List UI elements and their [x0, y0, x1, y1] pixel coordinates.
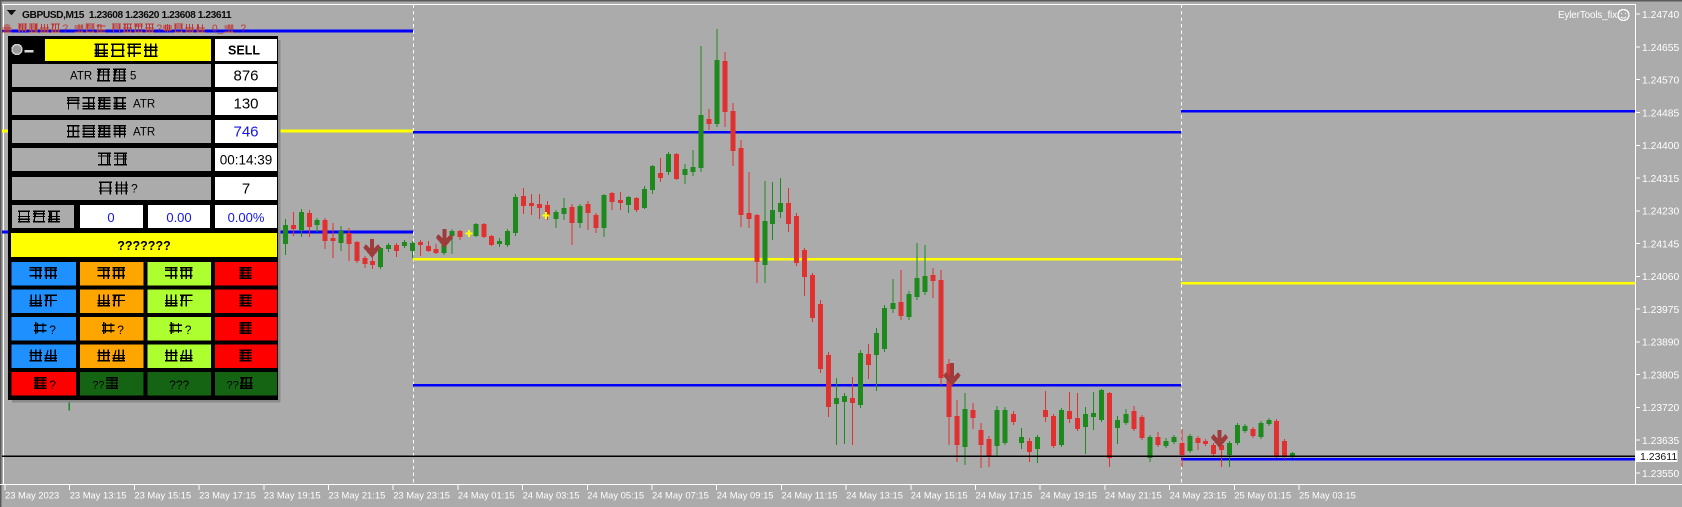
- svg-text:1.23890: 1.23890: [1642, 338, 1679, 349]
- svg-text:24 May 19:15: 24 May 19:15: [1040, 490, 1097, 501]
- svg-text:EylerTools_fix: EylerTools_fix: [1558, 10, 1617, 21]
- svg-text:5: 5: [130, 71, 136, 83]
- svg-text:23 May 15:15: 23 May 15:15: [134, 490, 191, 501]
- svg-text:???: ???: [169, 378, 189, 392]
- svg-text:24 May 01:15: 24 May 01:15: [458, 490, 515, 501]
- svg-text:1.23635: 1.23635: [1642, 436, 1679, 447]
- svg-text:24 May 07:15: 24 May 07:15: [652, 490, 709, 501]
- svg-text:???????: ???????: [117, 239, 170, 253]
- svg-text:ATR: ATR: [133, 127, 155, 139]
- svg-text:24 May 03:15: 24 May 03:15: [523, 490, 580, 501]
- svg-text:1.24740: 1.24740: [1642, 10, 1679, 21]
- svg-text:23 May 2023: 23 May 2023: [5, 490, 59, 501]
- svg-text:ATR: ATR: [133, 99, 155, 111]
- svg-text:746: 746: [233, 124, 258, 141]
- svg-text:23 May 17:15: 23 May 17:15: [199, 490, 256, 501]
- svg-text:25 May 03:15: 25 May 03:15: [1299, 490, 1356, 501]
- svg-text:1.24060: 1.24060: [1642, 272, 1679, 283]
- svg-text:?: ?: [185, 323, 192, 337]
- svg-text:ATR: ATR: [70, 71, 92, 83]
- svg-text:1.23975: 1.23975: [1642, 305, 1679, 316]
- svg-text:1.23611: 1.23611: [1640, 451, 1677, 463]
- svg-text:?: ?: [49, 323, 56, 337]
- svg-text:1.24570: 1.24570: [1642, 76, 1679, 87]
- svg-text:0.00%: 0.00%: [228, 210, 265, 225]
- svg-text:130: 130: [233, 96, 258, 113]
- svg-text:??: ??: [92, 380, 104, 392]
- svg-text:0: 0: [107, 210, 114, 225]
- svg-text:24 May 17:15: 24 May 17:15: [976, 490, 1033, 501]
- svg-text:?: ?: [63, 24, 69, 35]
- svg-text:00:14:39: 00:14:39: [220, 153, 273, 168]
- svg-text:1.23550: 1.23550: [1642, 469, 1679, 480]
- svg-text:?: ?: [131, 182, 138, 196]
- svg-text:24 May 11:15: 24 May 11:15: [781, 490, 837, 501]
- svg-text:1.24145: 1.24145: [1642, 239, 1679, 250]
- svg-text:1.23720: 1.23720: [1642, 403, 1679, 414]
- svg-text:23 May 23:15: 23 May 23:15: [393, 490, 450, 501]
- svg-text:1.24315: 1.24315: [1642, 174, 1679, 185]
- svg-text:1.24230: 1.24230: [1642, 207, 1679, 218]
- svg-text:24 May 23:15: 24 May 23:15: [1170, 490, 1227, 501]
- svg-text:1.24655: 1.24655: [1642, 43, 1679, 54]
- svg-text:1.24485: 1.24485: [1642, 108, 1679, 119]
- svg-text:?: ?: [157, 24, 163, 35]
- svg-text:23 May 13:15: 23 May 13:15: [70, 490, 127, 501]
- svg-text:1.23805: 1.23805: [1642, 371, 1679, 382]
- svg-text:24 May 05:15: 24 May 05:15: [587, 490, 644, 501]
- svg-text:876: 876: [233, 68, 258, 85]
- svg-text:23 May 21:15: 23 May 21:15: [329, 490, 386, 501]
- svg-text:1.24400: 1.24400: [1642, 141, 1679, 152]
- svg-text:?: ?: [49, 378, 56, 392]
- svg-text:23 May 19:15: 23 May 19:15: [264, 490, 321, 501]
- svg-text:24 May 21:15: 24 May 21:15: [1105, 490, 1162, 501]
- svg-text:SELL: SELL: [228, 44, 260, 58]
- svg-text:25 May 01:15: 25 May 01:15: [1234, 490, 1291, 501]
- svg-text:GBPUSD,M15 1.23608 1.23620 1.: GBPUSD,M15 1.23608 1.23620 1.23608 1.236…: [22, 10, 232, 21]
- svg-text:0_: 0_: [212, 24, 224, 35]
- svg-text:??: ??: [227, 380, 239, 392]
- svg-text:7: 7: [242, 181, 250, 198]
- svg-text:0.00: 0.00: [166, 210, 191, 225]
- svg-text:?: ?: [117, 323, 124, 337]
- svg-text:?: ?: [241, 24, 247, 35]
- svg-text:24 May 13:15: 24 May 13:15: [846, 490, 903, 501]
- svg-text:24 May 09:15: 24 May 09:15: [717, 490, 774, 501]
- svg-text:24 May 15:15: 24 May 15:15: [911, 490, 968, 501]
